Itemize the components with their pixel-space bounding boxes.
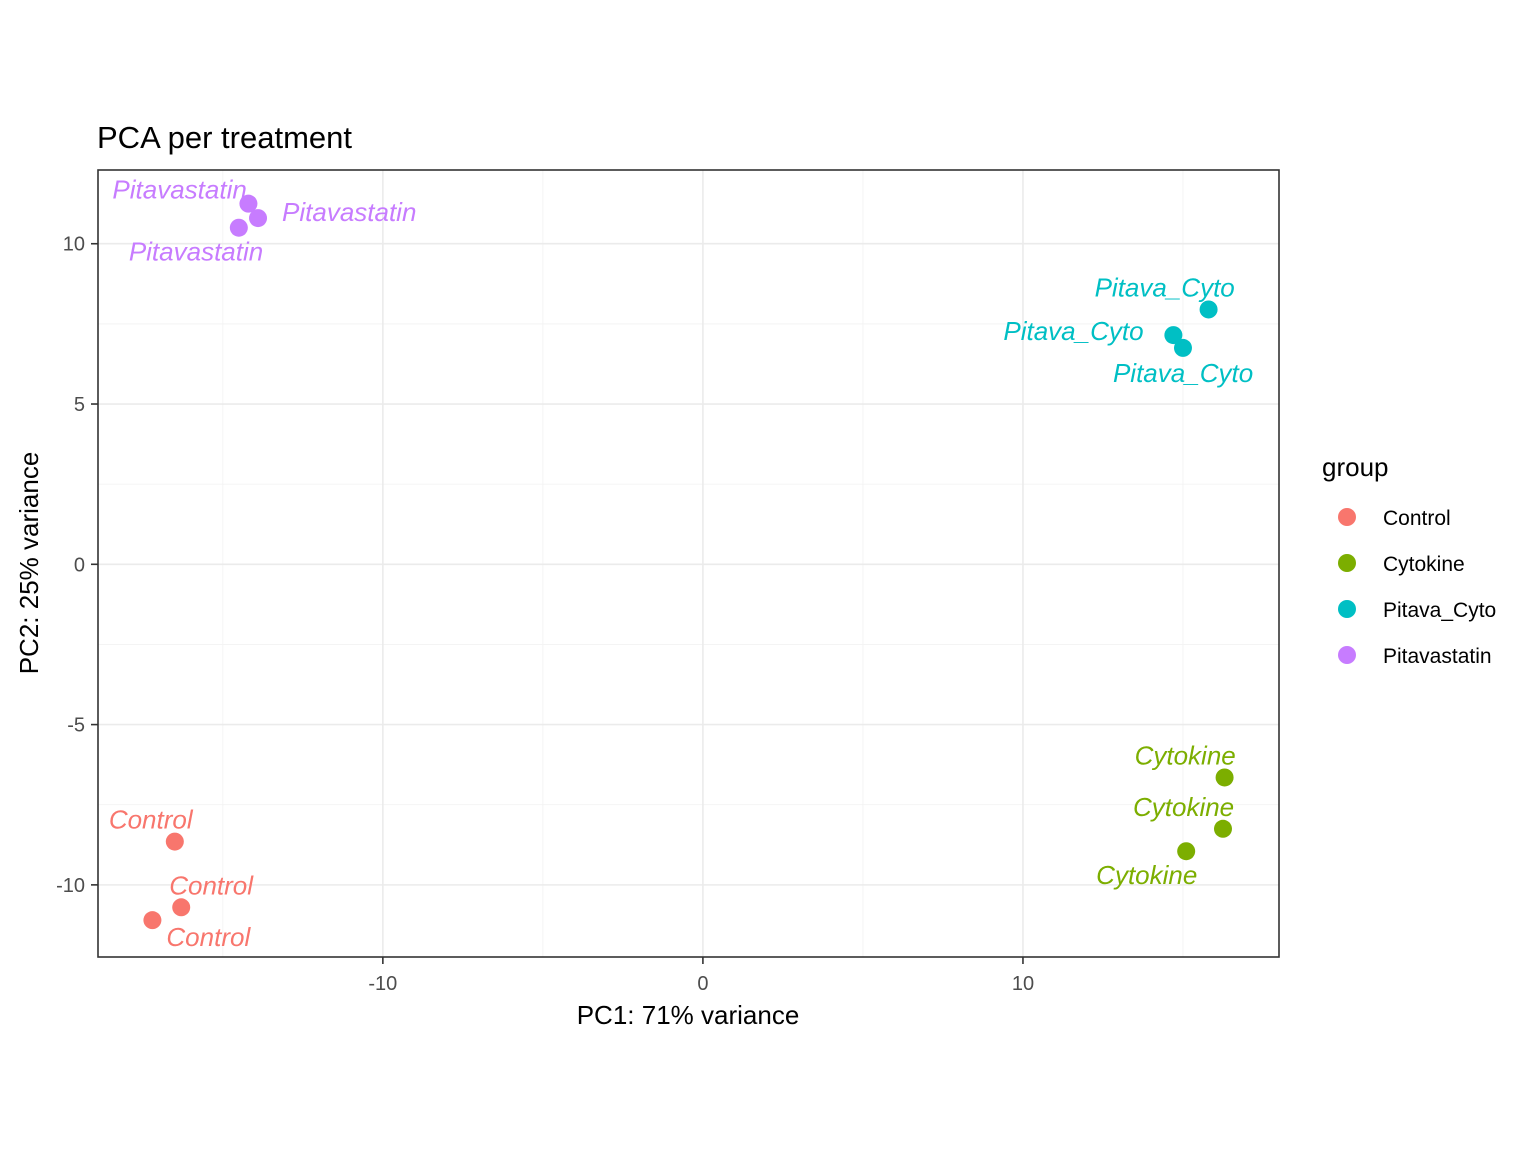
y-tick-label: -5 <box>67 715 85 737</box>
data-point-cytokine <box>1215 768 1234 787</box>
legend-key-pitavastatin <box>1338 646 1356 664</box>
y-tick-label: 0 <box>74 554 85 576</box>
data-point-pitavastatin <box>249 209 268 228</box>
legend-items: Control Cytokine Pitava_Cyto Pitavastatin <box>1338 507 1496 668</box>
y-tick-label: 10 <box>63 234 85 256</box>
data-point-cytokine <box>1213 819 1232 838</box>
legend-key-control <box>1338 508 1356 526</box>
data-point-pitavastatin <box>229 218 248 237</box>
point-label-pitavastatin: Pitavastatin <box>129 237 263 267</box>
legend-key-pitava-cyto <box>1338 600 1356 618</box>
grid <box>98 170 1279 957</box>
data-points <box>143 194 1234 930</box>
point-label-pitavastatin: Pitavastatin <box>112 175 246 205</box>
point-label-pitava-cyto: Pitava_Cyto <box>1003 316 1143 346</box>
point-labels: Control Control Control Cytokine Cytokine Cyt… <box>109 175 1253 952</box>
data-point-control <box>172 898 191 917</box>
data-point-control <box>165 832 184 851</box>
chart-title: PCA per treatment <box>97 120 352 155</box>
x-axis-title: PC1: 71% variance <box>577 1000 800 1030</box>
point-label-cytokine: Cytokine <box>1133 792 1234 822</box>
legend: group Control Cytokine Pitava_Cyto Pitavast… <box>1322 452 1496 668</box>
point-label-pitavastatin: Pitavastatin <box>282 197 416 227</box>
data-point-control <box>143 911 162 930</box>
data-point-cytokine <box>1177 842 1196 861</box>
point-label-control: Control <box>166 922 251 952</box>
point-label-control: Control <box>109 805 194 835</box>
legend-label-pitava-cyto: Pitava_Cyto <box>1383 599 1496 622</box>
legend-key-cytokine <box>1338 554 1356 572</box>
x-tick-label: 0 <box>697 973 708 995</box>
point-label-pitava-cyto: Pitava_Cyto <box>1095 272 1235 302</box>
y-tick-label: 5 <box>74 394 85 416</box>
x-tick-label: -10 <box>368 973 397 995</box>
point-label-pitava-cyto: Pitava_Cyto <box>1113 358 1253 388</box>
point-label-control: Control <box>169 870 254 900</box>
data-point-pitava-cyto <box>1164 326 1183 345</box>
y-axis-title: PC2: 25% variance <box>14 452 44 675</box>
point-label-cytokine: Cytokine <box>1096 860 1197 890</box>
legend-label-pitavastatin: Pitavastatin <box>1383 645 1492 668</box>
point-label-cytokine: Cytokine <box>1135 740 1236 770</box>
data-point-pitavastatin <box>239 194 258 213</box>
legend-label-control: Control <box>1383 507 1451 530</box>
x-tick-label: 10 <box>1012 973 1034 995</box>
data-point-pitava-cyto <box>1173 338 1192 357</box>
data-point-pitava-cyto <box>1199 300 1218 319</box>
y-tick-label: -10 <box>56 875 85 897</box>
axis-ticks: -10 0 10 -10 -5 0 5 10 <box>56 234 1034 995</box>
legend-label-cytokine: Cytokine <box>1383 553 1465 576</box>
legend-title: group <box>1322 452 1389 482</box>
panel-border <box>97 169 1280 958</box>
